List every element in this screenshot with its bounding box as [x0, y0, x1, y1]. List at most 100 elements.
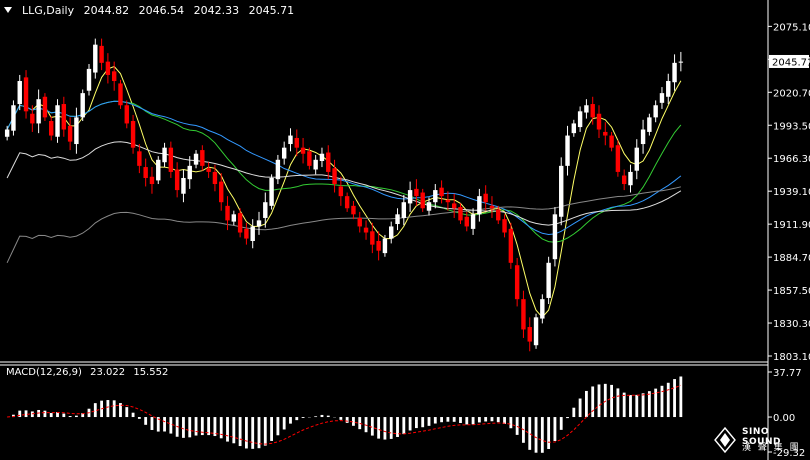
macd-title: MACD(12,26,9) 23.022 15.552: [6, 367, 168, 378]
candle-body: [584, 105, 589, 113]
candle-body: [111, 71, 117, 82]
macd-tick-label: 37.77: [773, 368, 802, 379]
candle-body: [426, 202, 432, 211]
candle-body: [659, 93, 665, 103]
candle-body: [370, 231, 375, 245]
price-tick-label: 2020.70: [773, 88, 810, 99]
candle-body: [30, 113, 35, 124]
candle-body: [281, 147, 287, 159]
candle-body: [514, 265, 520, 300]
candle-body: [401, 202, 407, 218]
candle-body: [313, 159, 318, 170]
candle-body: [74, 117, 79, 145]
ma-50-line: [6, 141, 682, 226]
ma-5-line: [6, 65, 682, 319]
candle-body: [382, 238, 388, 254]
symbol-label: LLG,Daily: [22, 4, 75, 17]
candle-body: [124, 105, 129, 124]
macd-signal-value: 15.552: [133, 367, 169, 378]
candle-body: [351, 205, 356, 215]
candle-body: [389, 226, 394, 239]
candle-body: [319, 153, 325, 162]
candle-body: [300, 147, 306, 154]
candle-body: [439, 187, 444, 197]
candle-body: [93, 44, 98, 73]
candle-body: [508, 228, 514, 263]
candle-body: [458, 207, 463, 221]
candle-body: [634, 147, 639, 171]
candle-body: [344, 196, 350, 209]
candle-body: [338, 186, 344, 197]
candle-body: [414, 188, 419, 197]
candle-body: [464, 216, 469, 227]
candle-body: [489, 205, 495, 209]
price-tick-label: 1830.30: [773, 319, 810, 330]
price-tick-label: 1803.10: [773, 352, 810, 363]
candle-body: [174, 169, 180, 191]
logo-tagline: 漢 聲 集 團: [742, 443, 801, 453]
candle-body: [577, 111, 583, 128]
macd-axis: 37.77 0.00 -29.32: [768, 368, 805, 459]
current-price-box: [769, 54, 809, 68]
price-tick-label: 1939.10: [773, 187, 810, 198]
candle-body: [628, 171, 633, 186]
candle-body: [477, 196, 482, 215]
chart-title: LLG,Daily 2044.82 2046.54 2042.33 2045.7…: [4, 4, 294, 17]
candle-body: [433, 190, 438, 203]
macd-tick-label: 0.00: [773, 413, 795, 424]
candle-body: [4, 129, 10, 137]
candle-body: [540, 299, 545, 319]
candle-body: [61, 104, 67, 130]
candle-body: [130, 121, 136, 148]
candle-body: [219, 181, 224, 203]
candle-body: [621, 175, 627, 185]
candle-body: [559, 165, 564, 217]
candle-body: [49, 121, 54, 136]
candle-body: [86, 68, 92, 91]
candle-body: [672, 62, 677, 83]
candle-body: [590, 104, 595, 118]
candle-body: [143, 167, 148, 178]
candle-body: [451, 203, 457, 209]
candle-body: [118, 83, 123, 106]
dropdown-triangle-icon[interactable]: [4, 7, 12, 13]
candle-body: [263, 202, 268, 218]
candle-body: [496, 209, 501, 221]
candle-body: [200, 150, 205, 166]
price-tick-label: 1884.70: [773, 253, 810, 264]
price-tick-label: 1857.50: [773, 286, 810, 297]
price-tick-label: 1911.90: [773, 220, 810, 231]
candle-body: [237, 213, 243, 233]
candle-body: [212, 171, 218, 185]
candle-body: [653, 105, 658, 118]
macd-signal-line: [7, 384, 682, 445]
macd-main-value: 23.022: [90, 367, 126, 378]
candle-body: [521, 299, 526, 330]
candle-body: [483, 193, 488, 203]
open-value: 2044.82: [83, 4, 130, 17]
candle-body: [67, 125, 73, 142]
current-price-label: 2045.71: [772, 57, 810, 68]
candle-body: [666, 81, 671, 97]
candle-body: [162, 147, 167, 163]
logo-brand: SINO SOUND: [742, 427, 781, 447]
candle-body: [609, 135, 614, 148]
candle-body: [596, 113, 602, 130]
candle-body: [552, 214, 558, 260]
macd-tick-label: -29.32: [773, 448, 805, 459]
candle-body: [149, 176, 155, 185]
price-tick-label: 1966.30: [773, 154, 810, 165]
candlesticks: [4, 38, 684, 352]
sino-sound-logo: [714, 426, 736, 454]
candle-body: [357, 217, 362, 227]
price-tick-label: 2075.10: [773, 22, 810, 33]
candle-body: [615, 145, 621, 172]
candle-body: [420, 192, 425, 209]
candle-body: [225, 205, 230, 221]
candle-body: [193, 153, 199, 165]
candle-body: [105, 61, 111, 75]
candle-body: [603, 131, 608, 136]
candle-body: [565, 135, 570, 166]
candle-body: [376, 240, 381, 251]
